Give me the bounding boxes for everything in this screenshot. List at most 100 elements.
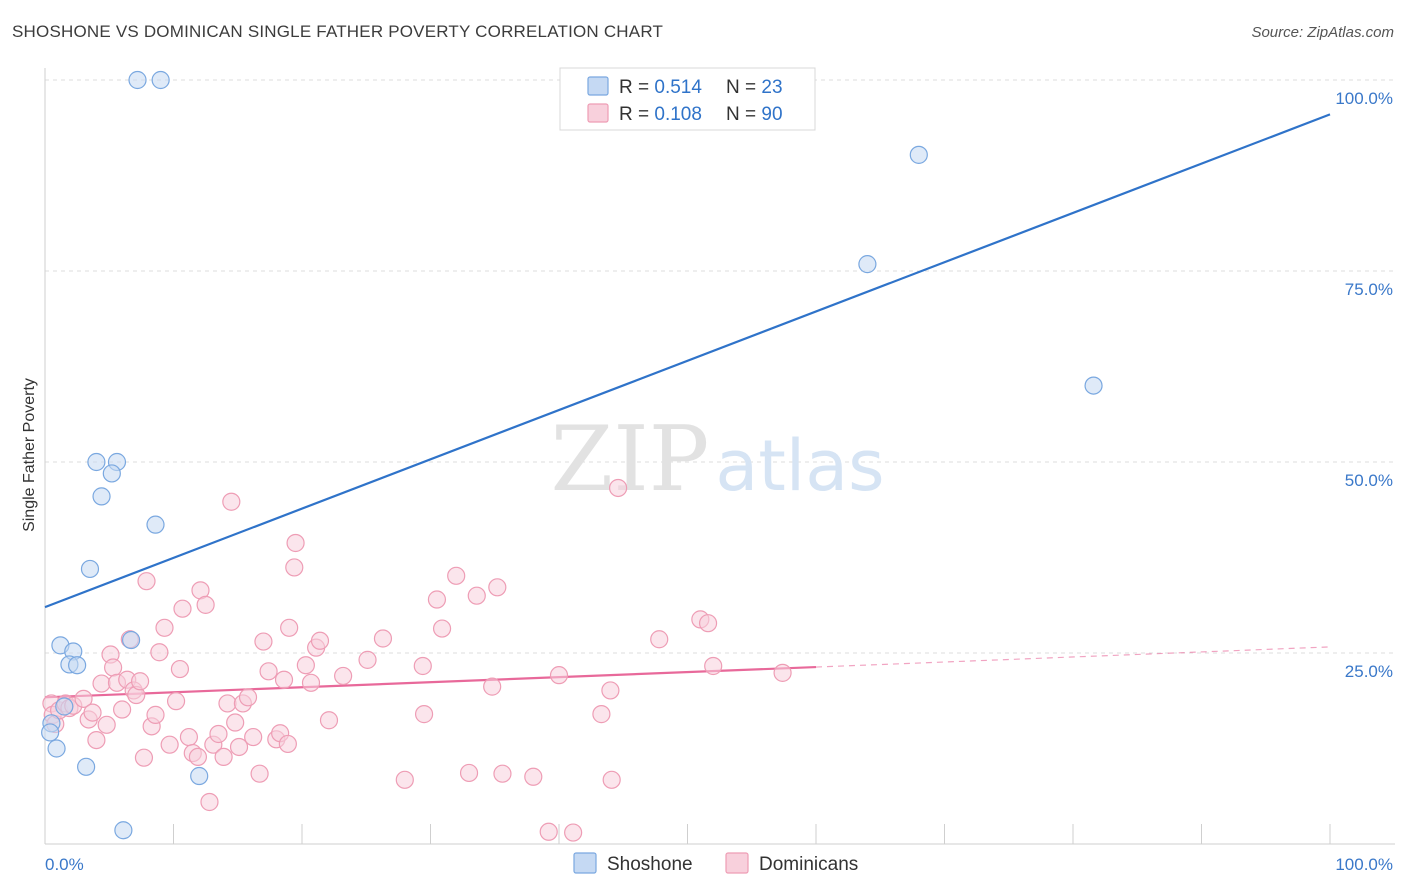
point-dominicans [601, 681, 620, 700]
point-dominicans [170, 659, 190, 679]
chart-title: SHOSHONE VS DOMINICAN SINGLE FATHER POVE… [12, 22, 664, 41]
point-dominicans [493, 764, 512, 783]
bottom-legend-label-shoshone: Shoshone [607, 854, 693, 875]
legend-n-value: 90 [761, 104, 782, 125]
point-dominicans [173, 599, 192, 618]
point-dominicans [160, 735, 179, 754]
point-dominicans [259, 662, 278, 681]
point-dominicans [413, 656, 432, 676]
point-dominicans [196, 595, 215, 614]
point-dominicans [238, 688, 258, 707]
point-dominicans [395, 770, 414, 789]
point-dominicans [592, 705, 611, 724]
tick-labels: 25.0% 50.0% 75.0% 100.0% 0.0% 100.0% [45, 89, 1393, 874]
point-dominicans [602, 770, 621, 789]
point-dominicans [488, 578, 507, 597]
point-dominicans [414, 705, 434, 724]
point-dominicans [524, 767, 543, 786]
point-dominicans [226, 713, 245, 732]
point-dominicans [222, 492, 241, 511]
point-dominicans [564, 823, 583, 842]
point-dominicans [97, 715, 116, 734]
point-dominicans [278, 734, 297, 754]
legend-swatch-dominicans [587, 103, 609, 123]
point-dominicans [250, 764, 269, 783]
point-dominicans [254, 632, 273, 651]
point-shoshone [87, 452, 106, 472]
data-points [41, 70, 1103, 842]
y-tick-label: 75.0% [1345, 280, 1393, 299]
trend-line-dominicans [44, 665, 817, 699]
legend-r-label: R = [619, 104, 654, 125]
point-dominicans [229, 737, 249, 757]
point-shoshone [1084, 376, 1103, 395]
legend-row: R = 0.108 N = 90 [619, 104, 783, 125]
point-shoshone [190, 766, 209, 786]
chart-source: Source: ZipAtlas.com [1251, 24, 1394, 41]
legend: R = 0.514 N = 23 R = 0.108 N = 90 [559, 67, 816, 131]
point-dominicans [112, 700, 132, 719]
point-dominicans [459, 763, 479, 783]
point-shoshone [151, 70, 170, 90]
point-shoshone [858, 255, 877, 274]
point-dominicans [209, 724, 228, 744]
point-dominicans [310, 631, 330, 650]
point-dominicans [244, 727, 263, 747]
legend-n-value: 23 [761, 77, 782, 98]
point-dominicans [549, 666, 569, 685]
trend-line-extension [815, 646, 1331, 668]
legend-r-label: R = [619, 77, 654, 98]
point-dominicans [319, 711, 339, 730]
point-shoshone [47, 739, 66, 758]
point-shoshone [128, 70, 147, 90]
x-tick-label: 100.0% [1335, 855, 1393, 874]
bottom-legend-swatch-dominicans [725, 852, 749, 874]
legend-r-value: 0.514 [654, 77, 702, 98]
point-dominicans [274, 670, 294, 689]
point-dominicans [179, 727, 199, 747]
point-dominicans [296, 656, 315, 675]
point-shoshone [909, 145, 928, 164]
point-dominicans [134, 748, 154, 767]
point-dominicans [188, 747, 208, 767]
y-tick-label: 25.0% [1345, 662, 1393, 681]
point-dominicans [609, 478, 628, 498]
x-tick-label: 0.0% [45, 855, 84, 874]
point-dominicans [285, 558, 304, 577]
point-shoshone [121, 630, 141, 650]
point-dominicans [467, 586, 486, 605]
legend-row: R = 0.514 N = 23 [619, 77, 783, 98]
watermark-atlas: atlas [715, 425, 884, 507]
point-dominicans [146, 705, 165, 724]
point-dominicans [92, 674, 111, 693]
point-dominicans [483, 677, 502, 696]
legend-swatch-shoshone [587, 76, 609, 96]
point-dominicans [104, 658, 123, 677]
point-dominicans [301, 673, 321, 692]
trend-lines [44, 113, 1331, 699]
point-dominicans [427, 590, 447, 609]
y-tick-label: 100.0% [1335, 89, 1393, 108]
point-dominicans [74, 689, 93, 708]
watermark-zip: ZIP [551, 407, 710, 512]
point-dominicans [334, 666, 353, 686]
bottom-legend-swatch-shoshone [573, 852, 597, 874]
point-dominicans [155, 618, 174, 637]
point-shoshone [41, 723, 60, 742]
bottom-legend-label-dominicans: Dominicans [759, 854, 858, 875]
legend-r-value: 0.108 [654, 104, 702, 125]
point-dominicans [650, 630, 669, 649]
watermark: ZIP atlas [551, 407, 885, 512]
point-dominicans [214, 747, 233, 767]
y-tick-label: 50.0% [1345, 471, 1393, 490]
point-shoshone [68, 656, 87, 675]
point-dominicans [200, 792, 219, 812]
point-dominicans [280, 618, 299, 637]
point-dominicans [539, 822, 558, 841]
legend-n-label: N = [726, 104, 761, 125]
trend-line-shoshone [44, 113, 1331, 609]
point-dominicans [130, 672, 150, 691]
point-shoshone [146, 515, 165, 534]
point-shoshone [77, 757, 96, 776]
